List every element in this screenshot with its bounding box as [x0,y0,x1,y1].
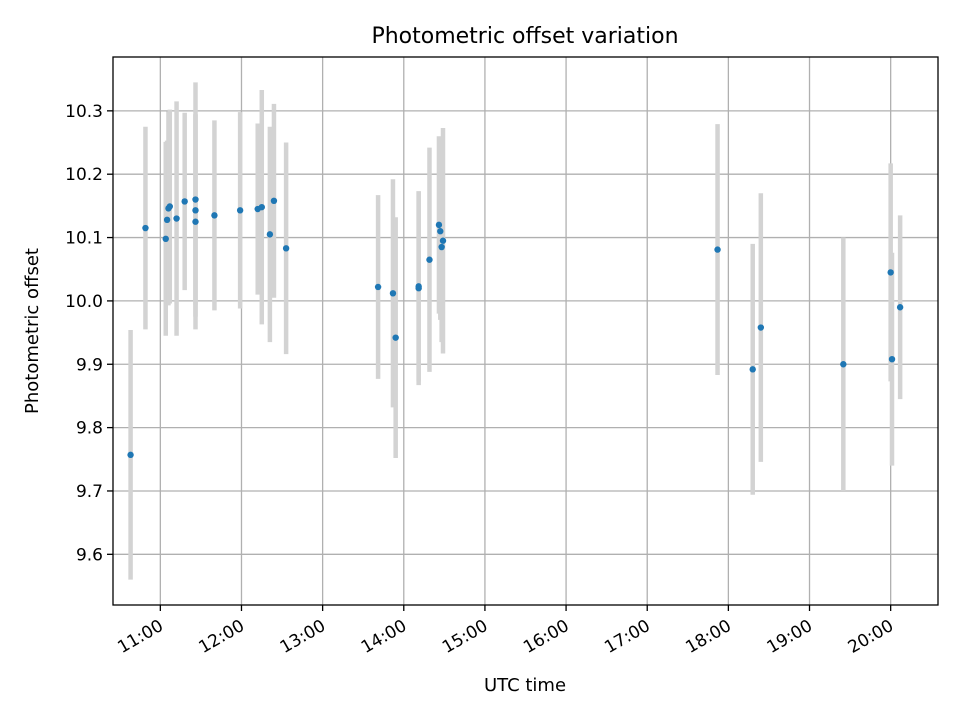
data-point [270,197,278,205]
y-axis-label: Photometric offset [22,248,43,414]
y-tick-label: 10.3 [65,102,103,122]
data-point [840,361,847,368]
data-point [439,237,447,244]
data-points [127,196,904,459]
data-point [435,221,443,229]
data-point [266,231,274,238]
grid-lines [113,57,938,605]
data-point [437,228,444,235]
y-tick-label: 10.2 [65,165,103,185]
data-point [438,243,445,251]
data-point [192,207,199,214]
data-point [749,366,756,373]
data-point [162,235,169,243]
data-point [166,203,174,210]
data-point [415,283,422,290]
data-point [163,216,171,224]
data-point [714,246,721,253]
data-point [389,290,397,297]
y-tick-label: 9.7 [76,482,103,502]
data-point [236,207,244,214]
data-point [181,198,188,205]
data-point [282,245,290,252]
data-point [426,256,433,263]
x-axis-label: UTC time [484,675,566,696]
data-point [142,224,149,232]
data-point [392,334,399,341]
data-point [887,269,894,276]
data-point [211,212,218,219]
chart-title: Photometric offset variation [371,24,678,49]
data-point [374,283,382,291]
data-point [888,355,896,363]
data-point [192,218,199,225]
y-tick-label: 9.8 [76,419,103,439]
y-tick-label: 10.0 [65,292,103,312]
y-tick-label: 9.6 [76,545,103,565]
data-point [258,203,265,211]
y-tick-label: 9.9 [76,355,103,375]
y-tick-label: 10.1 [65,229,103,249]
plot-frame [112,56,939,606]
data-point [896,304,904,311]
y-axis-ticks: 9.6 9.7 9.8 9.9 10.0 10.1 10.2 10.3 [65,102,113,565]
data-point [757,324,765,331]
data-point [192,196,199,203]
data-point [173,215,180,222]
data-point [127,451,134,459]
